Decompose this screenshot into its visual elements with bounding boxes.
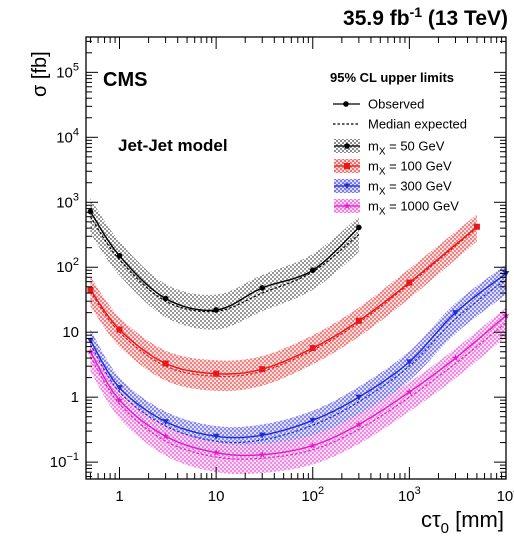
observed-point-3-6: [355, 420, 363, 428]
legend-label-1: mX = 100 GeV: [368, 159, 452, 178]
observed-point-1-3: [213, 370, 220, 377]
observed-point-2-0: [87, 337, 94, 344]
y-tick-label: 103: [56, 191, 79, 211]
observed-point-3-3: [212, 449, 220, 456]
y-tick-label: 10: [62, 324, 79, 341]
legend-label-3: mX = 1000 GeV: [368, 199, 459, 218]
observed-point-0-4: [259, 285, 266, 291]
legend-label-0: mX = 50 GeV: [368, 139, 445, 158]
observed-point-1-1: [116, 326, 123, 333]
band-series-2: [90, 264, 506, 458]
luminosity-label: 35.9 fb-1 (13 TeV): [343, 4, 508, 30]
observed-line-2: [89, 272, 506, 439]
y-tick-label: 102: [56, 256, 79, 276]
observed-point-2-4: [258, 432, 266, 439]
observed-point-2-5: [309, 417, 317, 424]
svg-text:Median expected: Median expected: [368, 117, 467, 132]
observed-point-1-6: [355, 317, 362, 324]
observed-point-2-7: [406, 359, 413, 366]
legend-marker-2: [343, 183, 351, 190]
observed-point-0-5: [309, 267, 316, 274]
legend-entry-0: mX = 50 GeV: [334, 139, 445, 158]
observed-point-2-3: [212, 433, 220, 440]
band-series-1: [90, 214, 477, 392]
expected-line-3: [89, 322, 506, 460]
observed-point-0-3: [213, 307, 219, 313]
observed-point-1-7: [406, 279, 413, 286]
x-tick-label: 1: [115, 488, 123, 505]
legend-marker-3: [343, 202, 351, 209]
x-tick-label: 104: [497, 485, 514, 505]
legend-entry-3: mX = 1000 GeV: [334, 199, 459, 218]
observed-point-1-8: [473, 223, 480, 230]
expected-line-1: [89, 227, 478, 378]
observed-point-2-6: [355, 394, 363, 401]
observed-point-3-5: [309, 441, 317, 449]
legend-label-2: mX = 300 GeV: [368, 179, 452, 198]
x-tick-label: 102: [301, 485, 324, 505]
observed-point-3-7: [405, 388, 413, 395]
model-label: Jet-Jet model: [118, 136, 228, 155]
observed-point-2-2: [162, 419, 169, 425]
observed-point-2-1: [116, 385, 123, 391]
plot-frame: [85, 36, 507, 480]
band-series-0: [90, 198, 359, 330]
legend-marker-1: [344, 163, 350, 169]
observed-point-3-2: [162, 432, 170, 440]
observed-point-3-4: [258, 451, 266, 458]
observed-point-1-5: [309, 345, 316, 352]
experiment-label: CMS: [103, 69, 147, 91]
y-tick-label: 105: [56, 61, 79, 81]
observed-point-0-0: [87, 208, 94, 215]
observed-point-2-8: [452, 310, 459, 316]
band-series-3: [90, 307, 506, 475]
axis-tick-labels: 1 10 102 103 104 10−1 1 10 102 103 104 105: [50, 61, 514, 505]
axis-ticks: [86, 37, 507, 479]
y-axis-title: σ [fb]: [29, 51, 51, 97]
observed-point-0-6: [356, 224, 362, 231]
legend-marker-0: [344, 143, 350, 149]
observed-point-3-1: [116, 396, 123, 404]
legend-expected: Median expected: [333, 117, 467, 132]
observed-point-1-4: [259, 366, 266, 373]
observed-line-3: [89, 315, 506, 457]
y-tick-label: 104: [56, 126, 79, 146]
legend-entry-1: mX = 100 GeV: [334, 159, 452, 178]
observed-point-1-2: [162, 360, 169, 367]
legend-observed: Observed: [333, 97, 424, 112]
observed-point-3-8: [452, 354, 459, 361]
legend-entry-2: mX = 300 GeV: [334, 179, 452, 198]
y-tick-label: 1: [71, 389, 79, 406]
expected-line-2: [89, 278, 506, 444]
observed-point-0-1: [116, 252, 123, 259]
x-tick-label: 10: [208, 488, 225, 505]
svg-text:Observed: Observed: [368, 97, 424, 112]
y-tick-label: 10−1: [50, 451, 79, 471]
legend-header: 95% CL upper limits: [330, 70, 454, 85]
data-markers: [87, 208, 510, 458]
x-tick-label: 103: [398, 485, 421, 505]
x-axis-title: cτ0 [mm]: [421, 507, 504, 537]
legend: 95% CL upper limits Observed Median expe…: [330, 70, 467, 218]
observed-point-1-0: [87, 286, 94, 293]
observed-point-0-2: [162, 295, 169, 302]
